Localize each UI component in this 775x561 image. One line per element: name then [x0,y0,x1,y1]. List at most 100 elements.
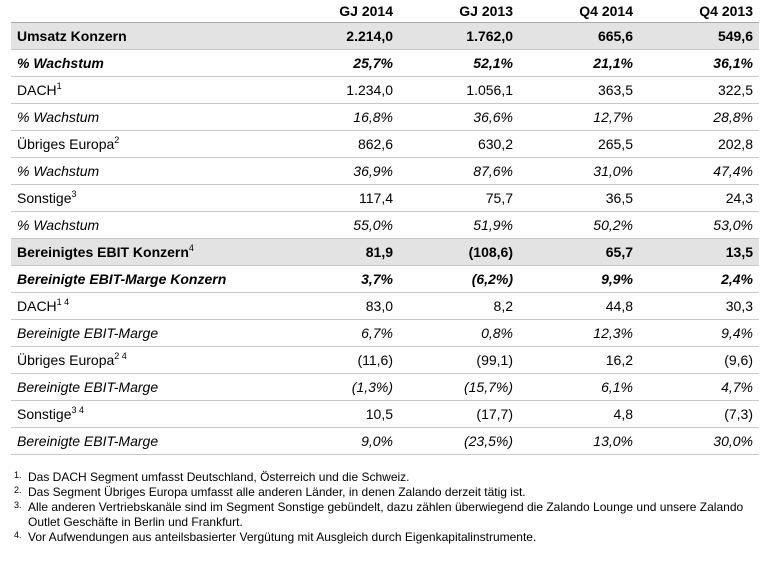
financial-table: GJ 2014 GJ 2013 Q4 2014 Q4 2013 Umsatz K… [11,0,759,455]
value-cell: (108,6) [399,238,519,266]
table-row: Bereinigte EBIT-Marge 9,0% (23,5%) 13,0% 30,… [11,427,759,455]
table-row: DACH1 1.234,0 1.056,1 363,5 322,5 [11,76,759,104]
footnote-text: Alle anderen Vertriebskanäle sind im Seg… [28,500,744,529]
value-cell: 8,2 [399,292,519,320]
footnote-ref: 1 [56,81,62,91]
value-cell: 16,8% [279,103,399,131]
row-label: DACH1 [11,76,279,104]
value-cell: 87,6% [399,157,519,185]
value-cell: 65,7 [519,238,639,266]
value-cell: 6,1% [519,373,639,401]
value-cell: 24,3 [639,184,759,212]
value-cell: 36,9% [279,157,399,185]
value-cell: (17,7) [399,400,519,428]
value-cell: (15,7%) [399,373,519,401]
table-row: % Wachstum 25,7% 52,1% 21,1% 36,1% [11,49,759,77]
row-label: Sonstige3 [11,184,279,212]
value-cell: 862,6 [279,130,399,158]
footnote-number: 3. [14,500,22,510]
footnotes: 1. Das DACH Segment umfasst Deutschland, … [14,470,759,545]
value-cell: 0,8% [399,319,519,347]
table-row: % Wachstum 55,0% 51,9% 50,2% 53,0% [11,211,759,239]
value-cell: (7,3) [639,400,759,428]
footnote-number: 1. [14,470,22,480]
value-cell: 12,3% [519,319,639,347]
header-label-cell [11,0,279,23]
row-label: Bereinigte EBIT-Marge Konzern [11,265,279,293]
row-label-text: % Wachstum [17,163,100,179]
row-label-text: DACH [17,82,57,98]
value-cell: 4,7% [639,373,759,401]
row-label-text: Sonstige [17,406,72,422]
value-cell: 202,8 [639,130,759,158]
value-cell: 9,4% [639,319,759,347]
row-label-text: Übriges Europa [17,352,115,368]
value-cell: 21,1% [519,49,639,77]
row-label-text: % Wachstum [17,109,100,125]
value-cell: 55,0% [279,211,399,239]
table-row: Bereinigte EBIT-Marge Konzern 3,7% (6,2%) 9… [11,265,759,293]
row-label: % Wachstum [11,157,279,185]
row-label-text: Umsatz Konzern [17,28,127,44]
row-label-text: Sonstige [17,190,72,206]
value-cell: 52,1% [399,49,519,77]
value-cell: 3,7% [279,265,399,293]
footnote: 2. Das Segment Übriges Europa umfasst all… [14,485,759,500]
value-cell: 1.762,0 [399,22,519,50]
table-row: DACH1 4 83,0 8,2 44,8 30,3 [11,292,759,320]
value-cell: 50,2% [519,211,639,239]
row-label: Bereinigtes EBIT Konzern4 [11,238,279,266]
footnote: 1. Das DACH Segment umfasst Deutschland, … [14,470,759,485]
table-row: Umsatz Konzern 2.214,0 1.762,0 665,6 549,6 [11,22,759,50]
value-cell: (99,1) [399,346,519,374]
footnote: 3. Alle anderen Vertriebskanäle sind im S… [14,500,759,530]
value-cell: 9,0% [279,427,399,455]
footnote-text: Vor Aufwendungen aus anteilsbasierter Ve… [28,530,537,544]
row-label: Bereinigte EBIT-Marge [11,319,279,347]
value-cell: (23,5%) [399,427,519,455]
value-cell: 1.056,1 [399,76,519,104]
table-row: Sonstige3 4 10,5 (17,7) 4,8 (7,3) [11,400,759,428]
value-cell: 30,3 [639,292,759,320]
header-gj-2014: GJ 2014 [279,0,399,23]
value-cell: 53,0% [639,211,759,239]
row-label-text: Bereinigte EBIT-Marge [17,379,159,395]
value-cell: 13,0% [519,427,639,455]
footnote-ref: 4 [188,243,194,253]
value-cell: 44,8 [519,292,639,320]
value-cell: 51,9% [399,211,519,239]
footnote-number: 2. [14,485,22,495]
row-label: DACH1 4 [11,292,279,320]
row-label-text: DACH [17,298,57,314]
header-gj-2013: GJ 2013 [399,0,519,23]
value-cell: 9,9% [519,265,639,293]
value-cell: 83,0 [279,292,399,320]
value-cell: 2,4% [639,265,759,293]
footnote-text: Das DACH Segment umfasst Deutschland, Ös… [28,470,410,484]
table-body: Umsatz Konzern 2.214,0 1.762,0 665,6 549,6% … [11,22,759,455]
footnote-ref: 3 4 [71,405,84,415]
value-cell: 30,0% [639,427,759,455]
header-q4-2014: Q4 2014 [519,0,639,23]
table-row: Bereinigtes EBIT Konzern4 81,9 (108,6) 65,7… [11,238,759,266]
value-cell: 363,5 [519,76,639,104]
value-cell: 665,6 [519,22,639,50]
footnote-ref: 2 [114,135,120,145]
row-label-text: % Wachstum [17,55,104,71]
row-label-text: Bereinigtes EBIT Konzern [17,244,189,260]
value-cell: 31,0% [519,157,639,185]
row-label-text: % Wachstum [17,217,100,233]
value-cell: (11,6) [279,346,399,374]
value-cell: (9,6) [639,346,759,374]
value-cell: 265,5 [519,130,639,158]
value-cell: 47,4% [639,157,759,185]
value-cell: 2.214,0 [279,22,399,50]
footnote-ref: 3 [71,189,77,199]
footnote-text: Das Segment Übriges Europa umfasst alle … [28,485,526,499]
row-label: % Wachstum [11,103,279,131]
value-cell: 36,5 [519,184,639,212]
table-row: Übriges Europa2 4 (11,6) (99,1) 16,2 (9,6) [11,346,759,374]
row-label: % Wachstum [11,49,279,77]
value-cell: 549,6 [639,22,759,50]
